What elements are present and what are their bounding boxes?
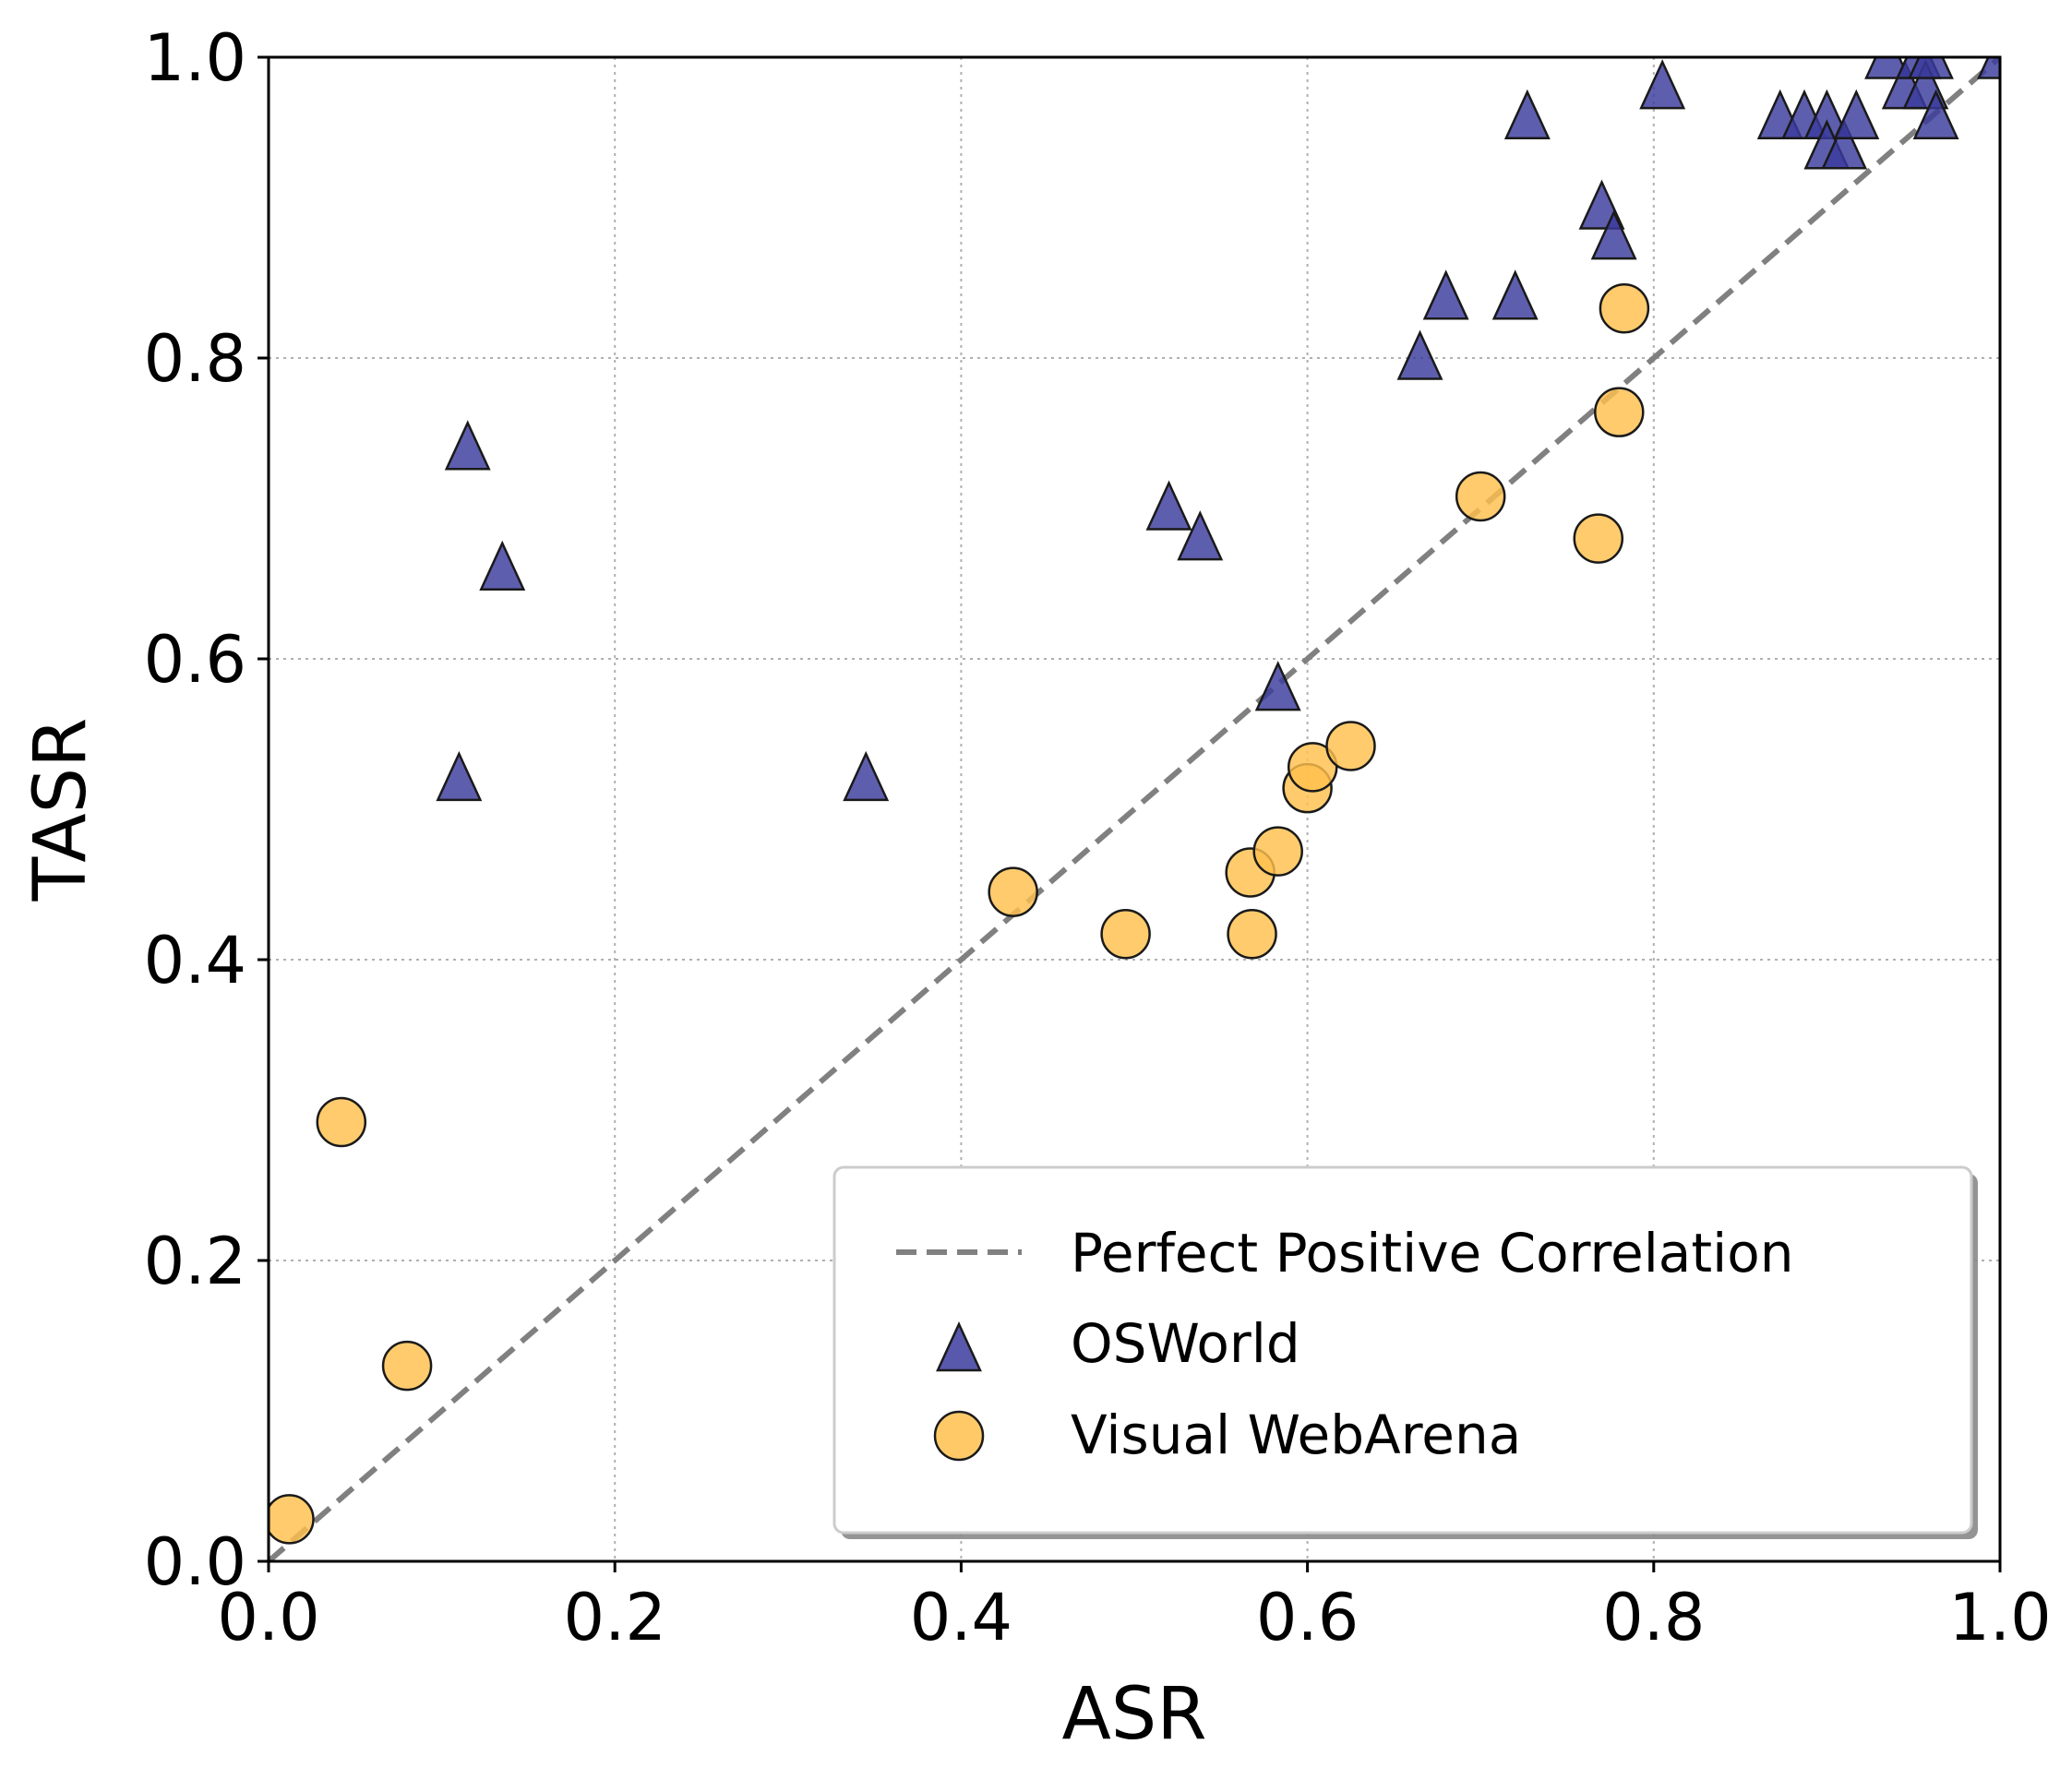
legend-box	[832, 1165, 1973, 1535]
osworld-point	[1590, 209, 1637, 260]
visual-webarena-point	[1227, 909, 1277, 960]
y-axis-label: TASR	[19, 718, 102, 902]
y-tick-label: 0.8	[144, 321, 246, 397]
visual-webarena-point	[1252, 826, 1303, 877]
legend-label-osworld: OSWorld	[1071, 1312, 1300, 1375]
visual-webarena-point	[1100, 909, 1151, 960]
visual-webarena-point	[1599, 282, 1650, 334]
x-axis-ticks: 0.0 0.2 0.4 0.6 0.8 1.0	[217, 1561, 2052, 1655]
osworld-point	[436, 750, 483, 802]
perfect-correlation-line	[269, 57, 2000, 1561]
osworld-point	[1396, 329, 1443, 380]
legend-label-reference: Perfect Positive Correlation	[1071, 1222, 1793, 1284]
osworld-point	[1821, 119, 1868, 170]
x-tick-label: 0.4	[910, 1580, 1012, 1655]
x-tick-label: 0.2	[564, 1580, 666, 1655]
legend-triangle-icon	[936, 1321, 982, 1372]
osworld-point	[444, 420, 491, 471]
x-tick-label: 0.0	[217, 1580, 319, 1655]
visual-webarena-point	[1594, 387, 1645, 437]
y-tick-label: 1.0	[144, 20, 246, 96]
visual-webarena-point	[1455, 471, 1506, 522]
legend: Perfect Positive Correlation OSWorld Vis…	[832, 1165, 1978, 1539]
visual-webarena-point	[1287, 742, 1338, 793]
y-axis-ticks: 0.0 0.2 0.4 0.6 0.8 1.0	[144, 20, 269, 1600]
osworld-point	[843, 750, 890, 802]
osworld-point	[1177, 510, 1224, 561]
y-tick-label: 0.4	[144, 923, 246, 998]
legend-label-visual-webarena: Visual WebArena	[1071, 1404, 1521, 1466]
legend-circle-icon	[933, 1410, 985, 1462]
visual-webarena-point	[316, 1096, 367, 1148]
visual-webarena-point	[1325, 721, 1376, 771]
x-axis-label: ASR	[1061, 1673, 1206, 1756]
visual-webarena-point	[988, 866, 1038, 917]
y-tick-label: 0.0	[144, 1524, 246, 1600]
osworld-point	[479, 540, 526, 591]
osworld-point	[1503, 89, 1551, 139]
x-tick-label: 0.6	[1256, 1580, 1359, 1655]
osworld-point	[1977, 57, 2000, 79]
osworld-point	[1491, 269, 1539, 320]
visual-webarena-point	[269, 1494, 315, 1545]
y-tick-label: 0.2	[144, 1224, 246, 1299]
y-tick-label: 0.6	[144, 622, 246, 698]
visual-webarena-point	[1573, 513, 1624, 564]
x-tick-label: 1.0	[1948, 1580, 2051, 1655]
osworld-point	[1422, 269, 1469, 320]
osworld-point	[1639, 59, 1686, 110]
osworld-point	[1912, 89, 1959, 139]
osworld-point	[1145, 480, 1192, 531]
osworld-point	[1254, 661, 1301, 711]
data-points	[269, 57, 2000, 1545]
x-tick-label: 0.8	[1602, 1580, 1705, 1655]
osworld-point	[1864, 57, 1911, 79]
plot-frame	[267, 55, 2002, 1563]
osworld-point	[1908, 57, 1954, 79]
reference-line-layer	[269, 57, 2000, 1561]
visual-webarena-point	[381, 1340, 433, 1392]
osworld-point	[1833, 89, 1880, 139]
